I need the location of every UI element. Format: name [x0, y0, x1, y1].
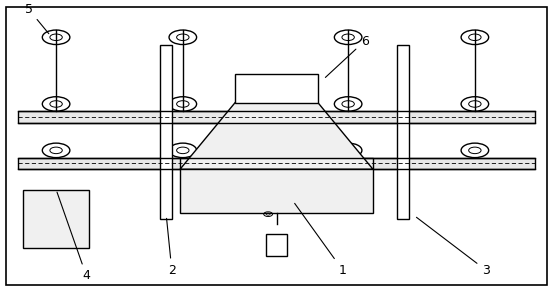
Text: 4: 4	[57, 192, 90, 282]
Bar	[397, 45, 409, 219]
Text: 3: 3	[416, 217, 490, 277]
Text: 2: 2	[166, 218, 176, 277]
Text: 5: 5	[24, 3, 49, 34]
Bar	[180, 158, 373, 213]
Bar	[235, 74, 318, 102]
Bar	[23, 189, 89, 248]
Bar	[18, 158, 535, 169]
Text: 6: 6	[325, 35, 369, 77]
Bar	[160, 45, 173, 219]
Polygon shape	[180, 102, 373, 169]
Bar	[18, 111, 535, 123]
Bar	[266, 235, 287, 256]
Text: 1: 1	[295, 203, 347, 277]
